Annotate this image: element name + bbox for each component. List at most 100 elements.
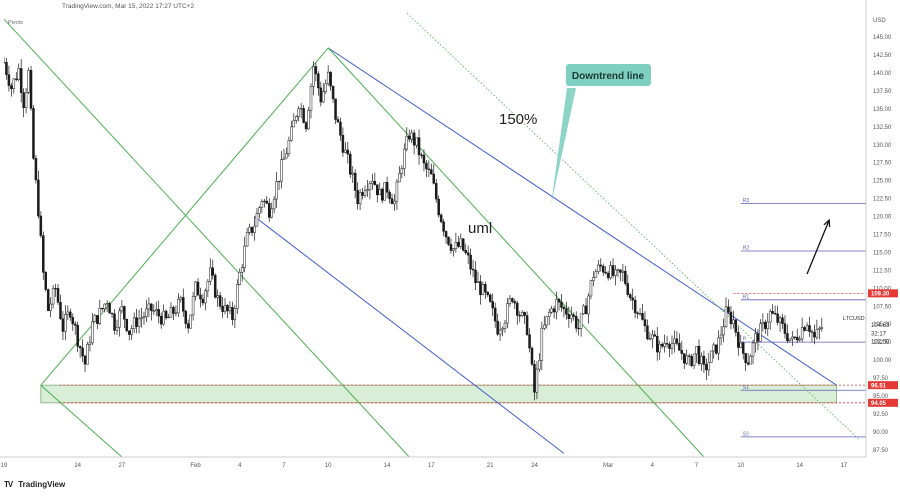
candle-body bbox=[469, 254, 472, 270]
candle-body bbox=[243, 245, 246, 268]
candle bbox=[86, 341, 89, 365]
candle-body bbox=[86, 344, 89, 365]
candle bbox=[616, 268, 620, 277]
candle-body bbox=[263, 200, 266, 203]
candle bbox=[233, 304, 237, 328]
pitchfork-handle-line bbox=[40, 47, 329, 386]
candle bbox=[147, 297, 151, 318]
y-tick-label: 125.00 bbox=[873, 179, 892, 185]
y-axis-ticks: 87.50 90.00 92.50 95.00 97.50 100.00 102.50 105… bbox=[873, 35, 892, 454]
candle-body bbox=[39, 215, 43, 236]
candle bbox=[550, 305, 553, 314]
candle-body bbox=[42, 235, 45, 273]
candle bbox=[628, 292, 632, 302]
candle bbox=[177, 293, 180, 317]
candle-body bbox=[678, 343, 681, 351]
y-tick-label: 97.50 bbox=[873, 376, 889, 382]
candle-body bbox=[405, 135, 409, 150]
candle-body bbox=[454, 242, 458, 249]
candle-body bbox=[434, 183, 438, 200]
candle bbox=[199, 287, 202, 308]
candle-body bbox=[96, 315, 99, 324]
candle bbox=[358, 188, 362, 211]
x-tick-label: 24 bbox=[531, 463, 538, 469]
candle-body bbox=[579, 313, 583, 329]
x-tick-label: 17 bbox=[428, 463, 435, 469]
candle bbox=[805, 322, 809, 332]
candle-body bbox=[562, 307, 566, 310]
candle bbox=[479, 275, 482, 305]
y-tick-label: 107.50 bbox=[873, 304, 892, 310]
candle bbox=[155, 301, 158, 316]
candle bbox=[498, 321, 502, 341]
candle-body bbox=[540, 327, 544, 361]
candle bbox=[395, 178, 399, 211]
candle bbox=[457, 235, 460, 248]
candle-body bbox=[201, 298, 205, 304]
level-109.30-tag bbox=[868, 289, 898, 298]
y-tick-label: 135.00 bbox=[873, 107, 892, 113]
candle bbox=[636, 311, 639, 319]
candle-body bbox=[145, 308, 148, 317]
candle-body bbox=[302, 108, 305, 123]
candle-body bbox=[312, 66, 315, 87]
candle bbox=[66, 305, 70, 321]
candle bbox=[24, 88, 28, 114]
candle-body bbox=[287, 140, 291, 155]
candle bbox=[407, 129, 411, 143]
candle-body bbox=[358, 192, 362, 205]
candle bbox=[611, 258, 615, 279]
candle bbox=[211, 259, 214, 280]
candle-body bbox=[567, 314, 571, 319]
candle bbox=[378, 182, 381, 196]
candle-body bbox=[425, 162, 428, 170]
y-tick-label: 87.50 bbox=[873, 448, 889, 454]
candle-body bbox=[228, 307, 232, 312]
candle bbox=[113, 309, 116, 335]
candle-body bbox=[132, 317, 136, 330]
candle-body bbox=[538, 360, 541, 370]
indicator-label: Pivots bbox=[8, 20, 23, 26]
candle-body bbox=[164, 310, 168, 319]
candle-body bbox=[380, 188, 384, 201]
candle bbox=[54, 283, 57, 297]
candle bbox=[118, 307, 121, 337]
candle bbox=[240, 263, 244, 282]
candle bbox=[469, 248, 472, 275]
candle bbox=[739, 334, 743, 349]
candle bbox=[353, 169, 357, 199]
candle-body bbox=[486, 291, 490, 296]
candle bbox=[606, 270, 610, 281]
candle bbox=[169, 302, 173, 318]
candle bbox=[98, 299, 102, 326]
candle bbox=[196, 278, 200, 296]
candle bbox=[594, 268, 598, 278]
candle bbox=[115, 319, 119, 335]
candle bbox=[150, 303, 153, 321]
candle bbox=[481, 281, 485, 296]
candle bbox=[574, 311, 578, 333]
candle bbox=[567, 306, 571, 328]
candle bbox=[547, 308, 551, 326]
candle-body bbox=[665, 343, 669, 345]
candle-body bbox=[511, 298, 514, 302]
candle-body bbox=[356, 190, 359, 205]
candle bbox=[226, 303, 229, 319]
candle-body bbox=[182, 297, 185, 312]
candle-body bbox=[656, 335, 659, 353]
candle bbox=[764, 319, 767, 334]
candle bbox=[744, 352, 747, 371]
candle bbox=[543, 315, 546, 331]
candle bbox=[331, 85, 335, 103]
candle bbox=[449, 238, 453, 254]
candle bbox=[344, 142, 347, 154]
x-tick-label: 10 bbox=[325, 463, 332, 469]
y-tick-label: 100.00 bbox=[873, 358, 892, 364]
candle bbox=[528, 328, 531, 353]
level-94.05-tag bbox=[868, 398, 898, 407]
candle-body bbox=[739, 342, 743, 348]
pivot-label-r2: R2 bbox=[743, 246, 750, 252]
candle-body bbox=[91, 321, 94, 344]
candle bbox=[76, 321, 79, 353]
